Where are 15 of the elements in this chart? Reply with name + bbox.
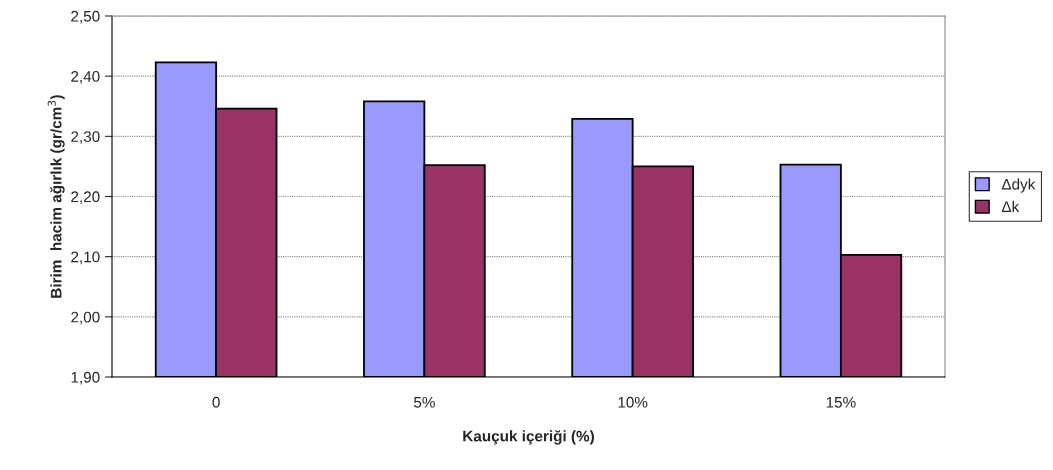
legend-label: Δdyk: [1001, 178, 1036, 193]
x-tick-label: 5%: [413, 396, 435, 408]
legend-label: Δk: [1001, 200, 1020, 212]
y-tick-label: 2,30: [71, 131, 100, 144]
x-tick-label: 10%: [618, 396, 648, 408]
x-tick-label: 15%: [826, 396, 856, 408]
y-tick-label: 2,10: [71, 251, 100, 265]
x-tick-label: 0: [212, 396, 220, 408]
y-tick-label: 2,00: [71, 311, 100, 325]
y-tick-label: 2,50: [71, 10, 100, 24]
y-axis-title: Birim hacim ağırlık (gr/cm$^{3}$): [47, 95, 65, 298]
y-tick-label: 1,90: [71, 371, 100, 385]
x-axis-title: Kauçuk içeriği (%): [463, 430, 594, 445]
y-tick-label: 2,20: [71, 191, 100, 204]
y-tick-label: 2,40: [71, 71, 100, 84]
